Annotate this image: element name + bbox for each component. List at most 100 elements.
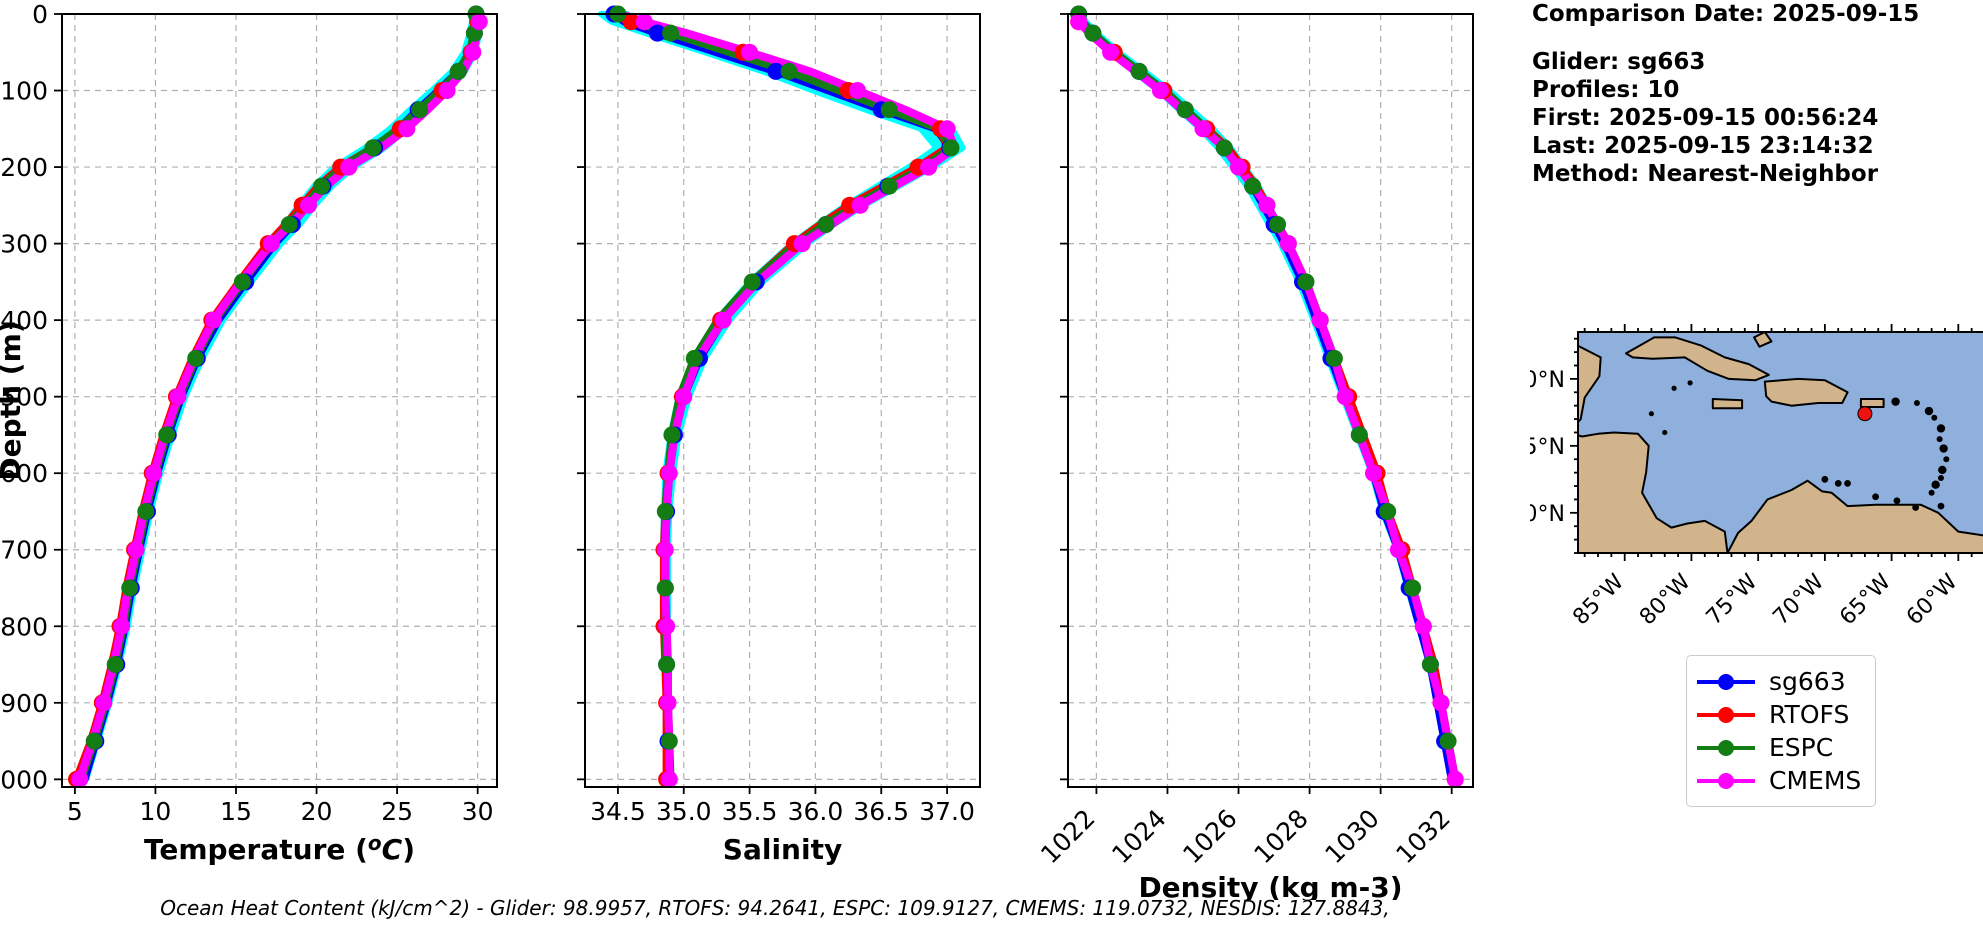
profile-marker-cmems bbox=[127, 541, 145, 559]
profile-marker-cmems bbox=[741, 43, 759, 61]
map-x-tick-label: 70°W bbox=[1768, 569, 1829, 630]
legend-item-espc[interactable]: ESPC bbox=[1697, 731, 1861, 764]
map-x-tick-label: 65°W bbox=[1835, 569, 1896, 630]
profile-marker-espc bbox=[1404, 579, 1422, 597]
map-frame bbox=[1577, 331, 1983, 554]
profile-marker-espc bbox=[449, 62, 467, 80]
ocean-heat-content-caption: Ocean Heat Content (kJ/cm^2) - Glider: 9… bbox=[160, 896, 1390, 920]
profile-marker-espc bbox=[942, 139, 960, 157]
profile-marker-cmems bbox=[1151, 82, 1169, 99]
lesser-antilles-islet bbox=[1943, 456, 1950, 463]
legend-item-cmems[interactable]: CMEMS bbox=[1697, 764, 1861, 797]
hispaniola-land bbox=[1763, 377, 1849, 407]
y-tick-label: 1000 bbox=[0, 765, 48, 794]
map-x-tick-label: 75°W bbox=[1702, 569, 1763, 630]
profile-marker-espc bbox=[685, 349, 703, 367]
profile-marker-cmems bbox=[660, 464, 678, 482]
lesser-antilles-islet bbox=[1913, 399, 1920, 406]
legend-label: CMEMS bbox=[1769, 766, 1862, 795]
profile-marker-sg663 bbox=[767, 62, 785, 80]
x-tick-label: 35.0 bbox=[656, 797, 712, 826]
panel-frame bbox=[1067, 13, 1474, 788]
profile-marker-espc bbox=[85, 732, 103, 750]
profile-marker-espc bbox=[743, 273, 761, 291]
lesser-antilles-islet bbox=[1939, 444, 1948, 453]
last-profile-time-text: Last: 2025-09-15 23:14:32 bbox=[1532, 133, 1874, 159]
x-tick-label: 5 bbox=[67, 797, 83, 826]
legend-item-sg663[interactable]: sg663 bbox=[1697, 665, 1861, 698]
profile-marker-cmems bbox=[169, 388, 187, 406]
profile-marker-cmems bbox=[656, 541, 674, 559]
glider-spread-band bbox=[1072, 11, 1456, 783]
map-y-tick-label: 10°N bbox=[1530, 502, 1565, 527]
lesser-antilles-islet bbox=[1928, 489, 1935, 496]
jamaica-land bbox=[1711, 398, 1744, 410]
profile-marker-cmems bbox=[1070, 13, 1088, 31]
legend-label: sg663 bbox=[1769, 667, 1846, 696]
x-axis-title: Salinity bbox=[723, 833, 842, 866]
profile-marker-cmems bbox=[938, 120, 956, 138]
x-tick-label: 20 bbox=[301, 797, 333, 826]
lesser-antilles-islet bbox=[1936, 424, 1946, 433]
x-tick-label: 1030 bbox=[1319, 804, 1384, 869]
profile-marker-cmems bbox=[1279, 235, 1297, 253]
profile-marker-sg663 bbox=[648, 24, 666, 42]
profile-marker-cmems bbox=[1414, 617, 1432, 635]
profile-marker-espc bbox=[158, 426, 176, 444]
y-tick-label: 400 bbox=[0, 306, 48, 335]
andros-land bbox=[1718, 311, 1742, 328]
central-america-land bbox=[1578, 344, 1729, 553]
puerto-rico-land bbox=[1859, 398, 1885, 408]
profile-marker-espc bbox=[1176, 101, 1194, 119]
x-tick-label: 15 bbox=[220, 797, 252, 826]
method-text: Method: Nearest-Neighbor bbox=[1532, 161, 1879, 187]
profile-marker-cmems bbox=[675, 388, 693, 406]
legend-item-rtofs[interactable]: RTOFS bbox=[1697, 698, 1861, 731]
profile-marker-cmems bbox=[1311, 311, 1329, 329]
y-tick-label: 500 bbox=[0, 383, 48, 412]
x-tick-label: 34.5 bbox=[590, 797, 646, 826]
profile-marker-espc bbox=[137, 503, 155, 520]
profile-marker-espc bbox=[663, 426, 681, 444]
profile-marker-espc bbox=[660, 732, 678, 750]
profile-marker-cmems bbox=[714, 311, 732, 329]
profile-marker-cmems bbox=[793, 235, 811, 253]
info-spacer bbox=[1532, 28, 1962, 48]
profile-marker-espc bbox=[1421, 656, 1439, 673]
profile-marker-cmems bbox=[95, 694, 113, 712]
x-tick-label: 1026 bbox=[1177, 804, 1242, 869]
x-tick-label: 1032 bbox=[1390, 804, 1455, 869]
profile-panel-0: 5 10 15 20 25 30 Temperature (oC) 0 100 200 300 400… bbox=[0, 0, 498, 866]
y-tick-label: 700 bbox=[0, 536, 48, 565]
profile-marker-cmems bbox=[660, 770, 678, 788]
profile-marker-cmems bbox=[851, 196, 869, 214]
profile-marker-espc bbox=[1130, 62, 1148, 80]
profile-line-cmems bbox=[616, 10, 959, 784]
map-x-tick-label: 60°W bbox=[1902, 569, 1963, 630]
lesser-antilles-islet bbox=[1938, 465, 1947, 475]
profile-marker-espc bbox=[656, 503, 674, 520]
profile-marker-rtofs bbox=[622, 13, 640, 31]
y-tick-label: 0 bbox=[32, 0, 48, 29]
profile-marker-espc bbox=[106, 656, 124, 673]
profile-marker-espc bbox=[817, 216, 835, 233]
profile-panel-1: 34.5 35.0 35.5 36.0 36.5 37.0 Salinity bbox=[577, 5, 981, 866]
y-axis-title: Depth (m) bbox=[0, 320, 27, 480]
profile-marker-espc bbox=[280, 216, 298, 233]
profile-marker-cmems bbox=[438, 82, 456, 99]
profile-marker-cmems bbox=[470, 13, 488, 31]
lesser-antilles-islet bbox=[1936, 436, 1943, 443]
x-tick-label: 37.0 bbox=[919, 797, 975, 826]
profile-marker-espc bbox=[880, 101, 898, 119]
x-tick-label: 35.5 bbox=[722, 797, 778, 826]
profile-marker-cmems bbox=[398, 120, 416, 138]
profiles-count-text: Profiles: 10 bbox=[1532, 77, 1680, 103]
legend-label: ESPC bbox=[1769, 733, 1834, 762]
profile-line-cmems bbox=[1071, 10, 1460, 784]
profile-marker-espc bbox=[1269, 216, 1287, 233]
x-axis-title: Density (kg m-3) bbox=[1138, 871, 1402, 900]
profile-marker-cmems bbox=[113, 617, 131, 635]
y-tick-label: 900 bbox=[0, 689, 48, 718]
profile-marker-cmems bbox=[1194, 120, 1212, 138]
